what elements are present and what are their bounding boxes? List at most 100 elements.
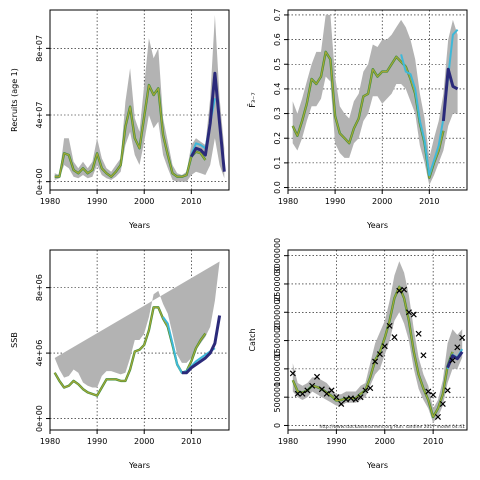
observation-point bbox=[333, 394, 340, 401]
observation-point bbox=[352, 396, 359, 403]
x-tick-label: 2010 bbox=[181, 437, 201, 446]
y-tick-label: 500000 bbox=[273, 382, 282, 413]
observation-point bbox=[415, 330, 422, 337]
series-line-2 bbox=[189, 71, 226, 172]
observation-point bbox=[309, 382, 316, 389]
observation-point bbox=[391, 334, 398, 341]
y-tick-label: 0.4 bbox=[273, 83, 282, 96]
series-line-2 bbox=[446, 351, 464, 369]
x-tick-label: 2000 bbox=[375, 437, 395, 446]
y-axis-title: Recruits (age 1) bbox=[10, 68, 19, 132]
catch-panel: 1980 1990 2000 2010 0 50000010000001500000200… bbox=[248, 238, 468, 470]
observation-point bbox=[343, 396, 350, 403]
x-axis-title: Years bbox=[128, 221, 150, 230]
observation-point bbox=[430, 391, 437, 398]
observation-point bbox=[381, 343, 388, 350]
y-tick-label: 0e+00 bbox=[35, 405, 44, 432]
y-tick-label: 0 bbox=[273, 423, 282, 428]
x-axis-title: Years bbox=[366, 221, 388, 230]
y-tick-label: 4e+06 bbox=[35, 340, 44, 367]
plot-frame bbox=[49, 9, 230, 191]
observation-point bbox=[338, 400, 345, 407]
observation-point bbox=[459, 334, 466, 341]
x-tick-label: 1990 bbox=[87, 197, 107, 206]
observation-point bbox=[314, 373, 321, 380]
observation-point bbox=[405, 309, 412, 316]
y-tick-label: 0.3 bbox=[273, 107, 282, 120]
observation-point bbox=[401, 286, 408, 293]
x-tick-label: 2000 bbox=[134, 437, 154, 446]
x-axis-title: Years bbox=[128, 461, 150, 470]
x-tick-label: 2000 bbox=[134, 197, 154, 206]
plot-frame bbox=[287, 249, 468, 431]
y-axis-title: Catch bbox=[248, 328, 257, 351]
y-tick-label: 0.1 bbox=[273, 157, 282, 170]
observation-point bbox=[396, 287, 403, 294]
observation-point bbox=[434, 413, 441, 421]
footnote-text: http://www.stockassessment.org Run: sard… bbox=[319, 424, 465, 430]
y-axis-title: SSB bbox=[10, 332, 19, 348]
confidence-band bbox=[54, 261, 220, 388]
observation-point bbox=[357, 394, 364, 401]
observation-point bbox=[425, 388, 432, 395]
y-axis-title: F̄₃₋₇ bbox=[247, 92, 257, 107]
plot-frame bbox=[49, 249, 230, 431]
y-tick-label: 4e+07 bbox=[35, 102, 44, 129]
x-tick-label: 1990 bbox=[326, 437, 346, 446]
x-tick-label: 1990 bbox=[87, 437, 107, 446]
x-axis-title: Years bbox=[366, 461, 388, 470]
y-tick-label: 8e+06 bbox=[35, 274, 44, 301]
plot-frame bbox=[287, 9, 468, 191]
series-line-overlay bbox=[292, 286, 454, 418]
y-tick-label: 1000000 bbox=[273, 351, 282, 387]
observation-point bbox=[362, 387, 369, 394]
x-tick-label: 2010 bbox=[181, 197, 201, 206]
fbar-panel: 1980 1990 2000 2010 0.0 0.1 0.2 0.3 0.4 0.5 0.6 0.7… bbox=[247, 9, 468, 230]
y-tick-label: 0.6 bbox=[273, 33, 282, 46]
y-tick-label: 2000000 bbox=[273, 294, 282, 330]
observation-point bbox=[454, 344, 461, 351]
observation-point bbox=[304, 387, 311, 394]
y-tick-label: 8e+07 bbox=[35, 35, 44, 62]
observation-point bbox=[449, 357, 456, 364]
x-tick-label: 1980 bbox=[278, 197, 298, 206]
observation-point bbox=[323, 390, 330, 397]
y-tick-label: 2500000 bbox=[273, 266, 282, 302]
ssb-panel: 1980 1990 2000 2010 0e+00 4e+06 8e+06 Years SSB bbox=[10, 249, 230, 470]
x-tick-label: 2000 bbox=[372, 197, 392, 206]
x-tick-label: 2010 bbox=[423, 437, 443, 446]
series-line-2 bbox=[181, 315, 222, 375]
x-tick-label: 1990 bbox=[325, 197, 345, 206]
observation-point bbox=[410, 311, 417, 318]
observation-point bbox=[294, 390, 301, 397]
observation-point bbox=[376, 351, 383, 358]
y-tick-label: 0e+00 bbox=[35, 168, 44, 195]
observation-point bbox=[299, 390, 306, 397]
y-tick-label: 0.7 bbox=[273, 9, 282, 22]
observation-point bbox=[289, 370, 296, 377]
y-tick-label: 0.0 bbox=[273, 181, 282, 194]
x-tick-label: 1980 bbox=[40, 437, 60, 446]
observation-point bbox=[372, 358, 379, 365]
x-tick-label: 1980 bbox=[40, 197, 60, 206]
y-tick-label: 1500000 bbox=[273, 323, 282, 359]
confidence-band bbox=[54, 15, 225, 182]
observation-point bbox=[318, 386, 325, 393]
observation-point bbox=[444, 387, 451, 394]
y-tick-label: 0.2 bbox=[273, 132, 282, 145]
observation-point bbox=[386, 322, 393, 329]
x-tick-label: 1980 bbox=[278, 437, 298, 446]
observation-point bbox=[328, 387, 335, 394]
y-tick-label: 0.5 bbox=[273, 58, 282, 71]
series-line-2 bbox=[441, 67, 459, 122]
x-tick-label: 2010 bbox=[419, 197, 439, 206]
observation-point bbox=[420, 352, 427, 359]
confidence-band bbox=[292, 261, 463, 423]
confidence-band bbox=[292, 14, 458, 186]
observation-point bbox=[439, 400, 446, 407]
observation-point bbox=[367, 385, 374, 392]
recruits-panel: 1980 1990 2000 2010 0e+00 4e+07 8e+07 Years Recr… bbox=[10, 9, 230, 230]
y-tick-label: 3000000 bbox=[273, 238, 282, 274]
observation-point bbox=[347, 395, 354, 402]
